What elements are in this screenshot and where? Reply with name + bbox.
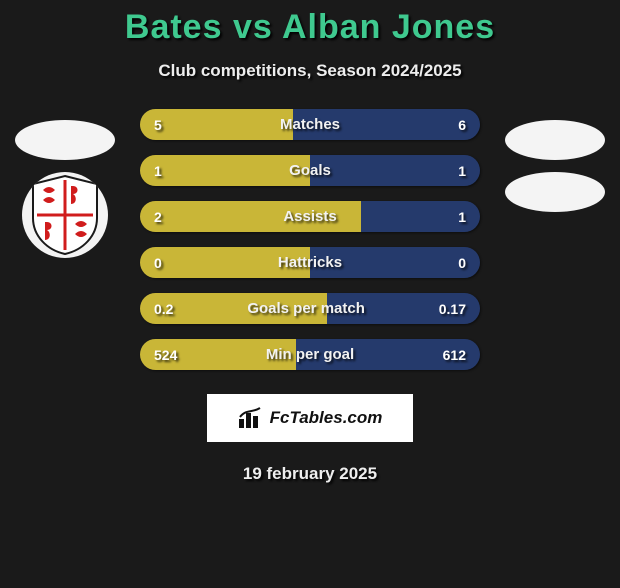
stat-bar-right bbox=[310, 247, 480, 278]
stat-bar-left bbox=[140, 293, 327, 324]
stat-bar-left bbox=[140, 247, 310, 278]
stat-bar-left bbox=[140, 155, 310, 186]
comparison-title: Bates vs Alban Jones bbox=[0, 8, 620, 47]
right-player-photo-placeholder bbox=[505, 120, 605, 160]
right-player-badges bbox=[500, 120, 610, 212]
bar-chart-icon bbox=[238, 407, 264, 429]
shield-icon bbox=[29, 174, 101, 256]
brand-text: FcTables.com bbox=[270, 408, 383, 428]
right-player-club-placeholder bbox=[505, 172, 605, 212]
comparison-subtitle: Club competitions, Season 2024/2025 bbox=[0, 61, 620, 81]
comparison-date: 19 february 2025 bbox=[0, 464, 620, 484]
stat-bar-right bbox=[310, 155, 480, 186]
stats-container: 5Matches6 1Goals1 2Assists1 0Hattricks0 0.2G… bbox=[140, 109, 480, 370]
stat-row: 0.2Goals per match0.17 bbox=[140, 293, 480, 324]
stat-bar-right bbox=[361, 201, 480, 232]
stat-row: 2Assists1 bbox=[140, 201, 480, 232]
stat-bar-left bbox=[140, 339, 296, 370]
stat-bar-right bbox=[296, 339, 480, 370]
stat-bar-right bbox=[293, 109, 480, 140]
left-player-badges bbox=[10, 120, 120, 258]
stat-row: 1Goals1 bbox=[140, 155, 480, 186]
stat-row: 524Min per goal612 bbox=[140, 339, 480, 370]
stat-bar-left bbox=[140, 201, 361, 232]
stat-bar-left bbox=[140, 109, 293, 140]
stat-row: 0Hattricks0 bbox=[140, 247, 480, 278]
brand-badge: FcTables.com bbox=[207, 394, 413, 442]
left-player-photo-placeholder bbox=[15, 120, 115, 160]
left-player-club-crest bbox=[22, 172, 108, 258]
stat-row: 5Matches6 bbox=[140, 109, 480, 140]
stat-bar-right bbox=[327, 293, 480, 324]
